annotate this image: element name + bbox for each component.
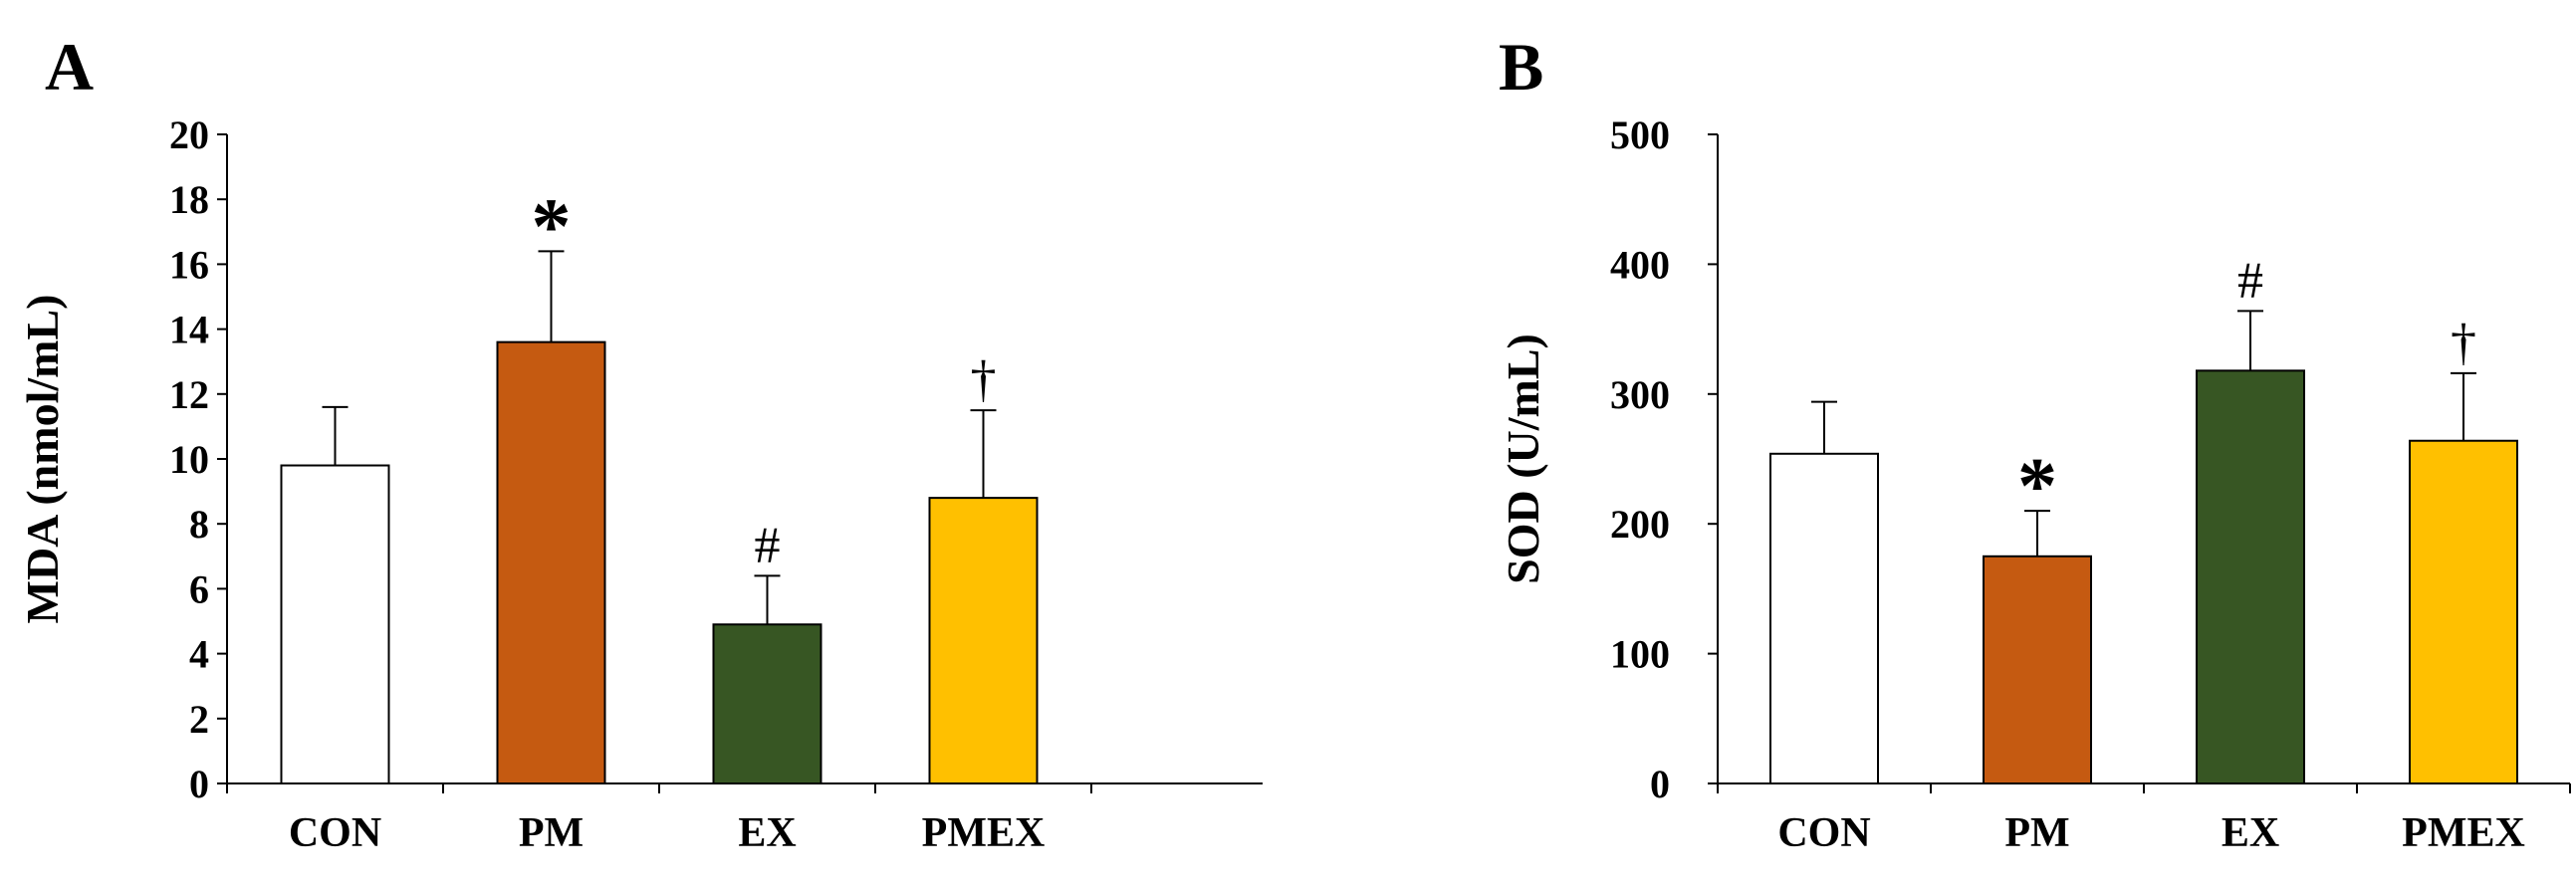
panel-label: A [45, 29, 94, 105]
significance-mark: † [2451, 315, 2476, 371]
y-axis-title: SOD (U/mL) [1498, 334, 1548, 584]
x-tick-label: PMEX [922, 810, 1046, 856]
y-tick-label: 10 [169, 437, 209, 482]
significance-mark: * [2017, 443, 2057, 531]
significance-mark: # [755, 517, 781, 573]
y-tick-label: 400 [1610, 242, 1670, 287]
y-tick-label: 300 [1610, 372, 1670, 417]
x-tick-label: PMEX [2402, 810, 2525, 856]
significance-mark: † [971, 351, 997, 408]
significance-mark: * [532, 183, 572, 271]
y-tick-label: 4 [189, 632, 209, 677]
x-tick-label: CON [289, 810, 381, 856]
bar-pm [1983, 555, 2092, 784]
y-tick-label: 200 [1610, 502, 1670, 547]
y-tick-label: 12 [169, 372, 209, 417]
y-axis-title: MDA (nmol/mL) [17, 295, 68, 624]
y-tick-label: 0 [189, 762, 209, 806]
y-tick-label: 16 [169, 242, 209, 287]
y-tick-label: 500 [1610, 112, 1670, 157]
bar-pmex [928, 497, 1039, 784]
significance-mark: # [2237, 252, 2263, 309]
x-tick-label: PM [519, 810, 584, 856]
y-tick-label: 14 [169, 308, 209, 352]
bar-pm [496, 340, 606, 784]
x-tick-label: EX [738, 810, 796, 856]
x-tick-label: PM [2004, 810, 2069, 856]
x-tick-label: EX [2222, 810, 2279, 856]
y-tick-label: 0 [1650, 762, 1670, 806]
y-tick-label: 18 [169, 177, 209, 222]
panel-label: B [1499, 29, 1543, 105]
bar-ex [2196, 369, 2305, 784]
y-tick-label: 20 [169, 112, 209, 157]
y-tick-label: 6 [189, 566, 209, 611]
bar-ex [712, 623, 822, 785]
y-tick-label: 2 [189, 697, 209, 742]
panel-b: B SOD (U/mL) 0 100 200 300 400 500 CON * PM # EX † PME… [1498, 29, 2571, 856]
y-tick-label: 8 [189, 502, 209, 547]
panel-a: A MDA (nmol/mL) 0 2 4 6 8 10 12 14 16 18 20 CON * PM # EX… [17, 29, 1263, 856]
bar-con [1769, 452, 1879, 784]
bar-con [280, 464, 390, 784]
x-tick-label: CON [1777, 810, 1870, 856]
y-tick-label: 100 [1610, 632, 1670, 677]
bar-pmex [2409, 439, 2518, 784]
